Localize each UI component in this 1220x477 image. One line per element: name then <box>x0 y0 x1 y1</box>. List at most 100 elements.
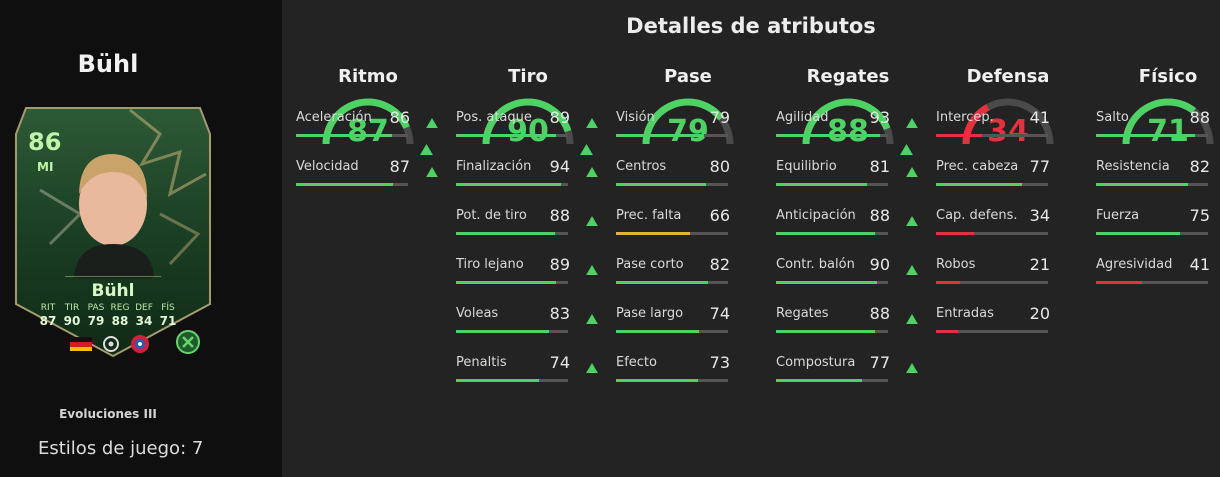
increase-arrow-icon <box>586 313 598 325</box>
attribute-bar-fill <box>776 330 875 333</box>
attribute-bar <box>296 183 408 186</box>
attribute-bar <box>456 134 568 137</box>
attribute-bar <box>456 232 568 235</box>
attribute-bar-fill <box>616 134 705 137</box>
card-stat: RIT 87 <box>39 303 57 328</box>
player-panel: Bühl 86 MI Bühl RIT 87 TIR 90 PA <box>0 0 282 477</box>
attribute-value: 80 <box>709 157 730 176</box>
attribute-name: Regates <box>776 306 829 321</box>
attribute-value: 83 <box>549 304 570 323</box>
attribute-bar-fill <box>616 281 708 284</box>
attribute-value: 82 <box>709 255 730 274</box>
attribute-row: Prec. cabeza 77 <box>936 157 1082 187</box>
attribute-name: Centros <box>616 159 667 174</box>
card-player-name: Bühl <box>91 281 135 301</box>
card-stat: FÍS 71 <box>159 303 177 328</box>
category-value: 79 <box>667 114 709 149</box>
attribute-name: Robos <box>936 257 976 272</box>
category-value: 87 <box>347 114 389 149</box>
category-increase <box>420 140 433 159</box>
attribute-bar-fill <box>616 330 699 333</box>
category-value: 71 <box>1147 114 1189 149</box>
attribute-value: 88 <box>869 304 890 323</box>
attribute-row: Equilibrio 81 <box>776 157 922 187</box>
attribute-bar-fill <box>456 379 539 382</box>
attribute-value: 20 <box>1029 304 1050 323</box>
attribute-value: 88 <box>869 206 890 225</box>
attribute-value: 73 <box>709 353 730 372</box>
attribute-increase <box>906 358 918 377</box>
attribute-increase <box>586 260 598 279</box>
page-title: Detalles de atributos <box>626 14 876 38</box>
attribute-value: 81 <box>869 157 890 176</box>
increase-arrow-icon <box>586 215 598 227</box>
attribute-bar-fill <box>616 379 698 382</box>
increase-arrow-icon <box>426 166 438 178</box>
attribute-bar-fill <box>456 134 556 137</box>
attribute-bar <box>936 134 1048 137</box>
attribute-bar <box>936 183 1048 186</box>
attribute-row: Voleas 83 <box>456 304 602 334</box>
league-icon <box>103 336 119 352</box>
increase-arrow-icon <box>906 166 918 178</box>
attribute-bar <box>776 134 888 137</box>
evolution-label: Evoluciones III <box>59 407 157 421</box>
attribute-row: Salto 88 <box>1096 108 1220 138</box>
attribute-name: Tiro lejano <box>456 257 524 272</box>
card-stat: REG 88 <box>110 303 130 328</box>
player-card[interactable]: 86 MI Bühl RIT 87 TIR 90 PAS 79 REG 88 DEF 34… <box>10 94 216 364</box>
attribute-name: Voleas <box>456 306 499 321</box>
attribute-bar <box>616 379 728 382</box>
attribute-bar-fill <box>616 183 706 186</box>
attribute-name: Intercep. <box>936 110 994 125</box>
attribute-bar-fill <box>1096 183 1188 186</box>
attribute-name: Pase largo <box>616 306 684 321</box>
attribute-value: 82 <box>1189 157 1210 176</box>
attribute-bar <box>616 183 728 186</box>
attribute-name: Efecto <box>616 355 657 370</box>
attribute-name: Resistencia <box>1096 159 1170 174</box>
player-name: Bühl <box>77 50 139 78</box>
attribute-name: Pos. ataque <box>456 110 532 125</box>
category-gauge <box>322 98 414 145</box>
attribute-value: 21 <box>1029 255 1050 274</box>
attribute-value: 88 <box>1189 108 1210 127</box>
germany-flag-icon <box>70 337 92 351</box>
attribute-bar <box>456 281 568 284</box>
attribute-bar-fill <box>1096 134 1195 137</box>
attribute-bar <box>616 134 728 137</box>
club-crest-icon <box>131 335 149 353</box>
attribute-increase <box>906 113 918 132</box>
category-increase <box>900 140 913 159</box>
card-stat: PAS 79 <box>87 303 105 328</box>
attribute-name: Agresividad <box>1096 257 1173 272</box>
attribute-row: Pase corto 82 <box>616 255 762 285</box>
attribute-increase <box>906 211 918 230</box>
attribute-row: Penaltis 74 <box>456 353 602 383</box>
attribute-bar-fill <box>616 232 690 235</box>
attribute-name: Penaltis <box>456 355 507 370</box>
attribute-name: Cap. defens. <box>936 208 1018 223</box>
card-stat: TIR 90 <box>63 303 81 328</box>
attribute-bar <box>616 232 728 235</box>
attribute-bar <box>1096 183 1208 186</box>
playstyles-count[interactable]: Estilos de juego: 7 <box>38 438 204 459</box>
attribute-value: 41 <box>1189 255 1210 274</box>
card-position: MI <box>37 160 54 174</box>
attribute-bar <box>776 232 888 235</box>
attribute-row: Aceleración 86 <box>296 108 442 138</box>
attribute-name: Pot. de tiro <box>456 208 527 223</box>
attribute-row: Robos 21 <box>936 255 1082 285</box>
attribute-value: 90 <box>869 255 890 274</box>
card-stats: RIT 87 TIR 90 PAS 79 REG 88 DEF 34 FÍS 71 <box>36 303 180 328</box>
increase-arrow-icon <box>906 362 918 374</box>
attribute-bar-fill <box>1096 232 1180 235</box>
attribute-bar-fill <box>776 281 877 284</box>
increase-arrow-icon <box>906 264 918 276</box>
attribute-row: Centros 80 <box>616 157 762 187</box>
attribute-row: Contr. balón 90 <box>776 255 922 285</box>
category-gauge <box>482 98 574 145</box>
attribute-value: 89 <box>549 255 570 274</box>
attribute-bar-fill <box>776 232 875 235</box>
attribute-row: Prec. falta 66 <box>616 206 762 236</box>
